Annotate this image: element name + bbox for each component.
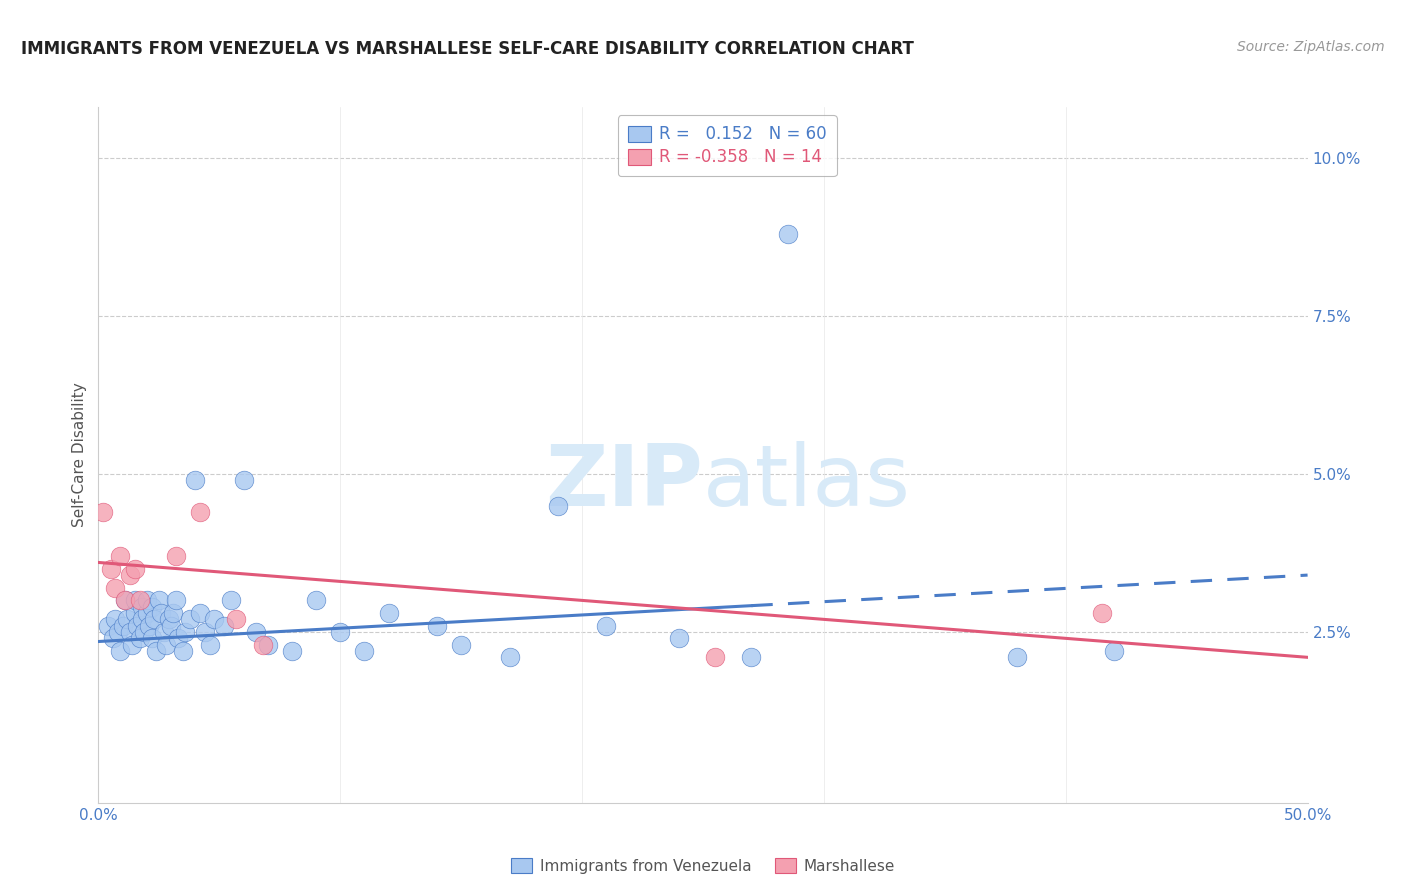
Point <box>167 632 190 646</box>
Point <box>104 581 127 595</box>
Point <box>740 650 762 665</box>
Point <box>188 505 211 519</box>
Point <box>232 473 254 487</box>
Point <box>124 593 146 607</box>
Point <box>225 612 247 626</box>
Point <box>128 632 150 646</box>
Point <box>155 638 177 652</box>
Point <box>256 638 278 652</box>
Point <box>377 606 399 620</box>
Point <box>245 625 267 640</box>
Point <box>114 593 136 607</box>
Point <box>124 606 146 620</box>
Point <box>101 632 124 646</box>
Point <box>498 650 520 665</box>
Point <box>148 593 170 607</box>
Point <box>450 638 472 652</box>
Point <box>1007 650 1029 665</box>
Point <box>353 644 375 658</box>
Point <box>107 625 129 640</box>
Point <box>118 568 141 582</box>
Y-axis label: Self-Care Disability: Self-Care Disability <box>72 383 87 527</box>
Text: ZIP: ZIP <box>546 442 703 524</box>
Point <box>117 612 139 626</box>
Point <box>157 612 180 626</box>
Point <box>121 638 143 652</box>
Point <box>135 593 157 607</box>
Point <box>172 644 194 658</box>
Legend: R =   0.152   N = 60, R = -0.358   N = 14: R = 0.152 N = 60, R = -0.358 N = 14 <box>617 115 837 177</box>
Point <box>114 593 136 607</box>
Point <box>128 593 150 607</box>
Point <box>97 618 120 632</box>
Point <box>141 599 163 614</box>
Point <box>124 562 146 576</box>
Point <box>165 593 187 607</box>
Point <box>104 612 127 626</box>
Text: IMMIGRANTS FROM VENEZUELA VS MARSHALLESE SELF-CARE DISABILITY CORRELATION CHART: IMMIGRANTS FROM VENEZUELA VS MARSHALLESE… <box>21 40 914 58</box>
Point <box>668 632 690 646</box>
Point <box>194 625 217 640</box>
Point <box>91 505 114 519</box>
Point <box>160 618 183 632</box>
Point <box>329 625 352 640</box>
Point <box>100 562 122 576</box>
Point <box>212 618 235 632</box>
Point <box>111 618 134 632</box>
Point <box>162 606 184 620</box>
Point <box>150 606 173 620</box>
Point <box>145 644 167 658</box>
Point <box>134 625 156 640</box>
Point <box>595 618 617 632</box>
Point <box>141 632 163 646</box>
Point <box>138 618 160 632</box>
Point <box>188 606 211 620</box>
Point <box>1091 606 1114 620</box>
Text: Source: ZipAtlas.com: Source: ZipAtlas.com <box>1237 40 1385 54</box>
Point <box>131 599 153 614</box>
Point <box>118 625 141 640</box>
Point <box>152 625 174 640</box>
Point <box>1102 644 1125 658</box>
Point <box>135 606 157 620</box>
Point <box>108 644 131 658</box>
Point <box>252 638 274 652</box>
Point <box>143 612 166 626</box>
Point <box>547 499 569 513</box>
Point <box>179 612 201 626</box>
Point <box>108 549 131 563</box>
Point <box>127 618 149 632</box>
Point <box>204 612 226 626</box>
Text: atlas: atlas <box>703 442 911 524</box>
Point <box>305 593 328 607</box>
Legend: Immigrants from Venezuela, Marshallese: Immigrants from Venezuela, Marshallese <box>505 852 901 880</box>
Point <box>704 650 727 665</box>
Point <box>165 549 187 563</box>
Point <box>198 638 221 652</box>
Point <box>221 593 243 607</box>
Point <box>184 473 207 487</box>
Point <box>131 612 153 626</box>
Point <box>281 644 304 658</box>
Point <box>426 618 449 632</box>
Point <box>776 227 799 241</box>
Point <box>174 625 197 640</box>
